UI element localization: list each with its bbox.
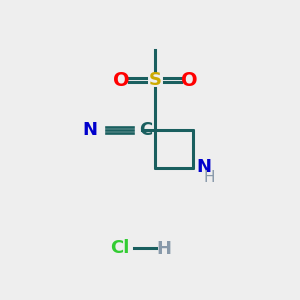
Text: S: S [148,71,161,89]
Text: Cl: Cl [110,239,130,257]
Text: H: H [203,169,215,184]
Text: N: N [82,121,97,139]
Text: N: N [196,158,211,176]
Text: O: O [113,70,129,89]
Text: C: C [139,121,152,139]
Text: H: H [157,240,172,258]
Text: O: O [181,70,197,89]
